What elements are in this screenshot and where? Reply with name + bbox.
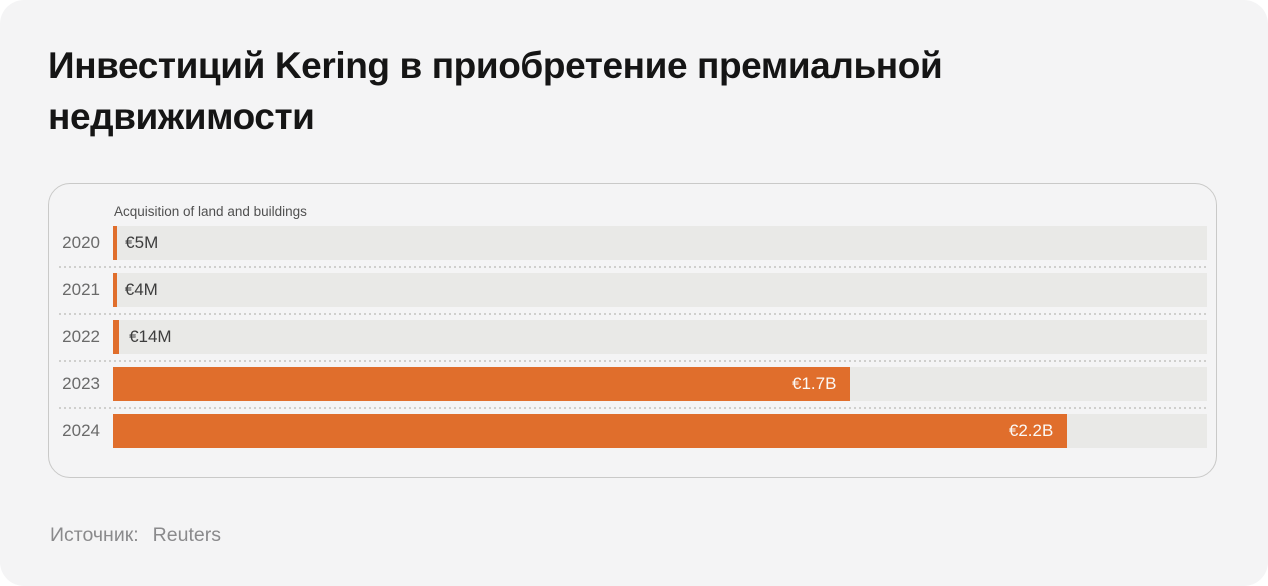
bar-chart: 2020 €5M 2021 €4M 2022 €14M 2023 €1.7B 2024 €2.2B (59, 226, 1207, 448)
bar-track: €14M (113, 320, 1207, 354)
chart-subtitle: Acquisition of land and buildings (114, 204, 307, 219)
source-label: Источник: (50, 524, 139, 546)
bar-track: €2.2B (113, 414, 1207, 448)
value-label: €1.7B (792, 374, 837, 393)
year-label: 2021 (62, 280, 100, 299)
chart-row-2022: 2022 €14M (59, 320, 1207, 354)
bar-track: €1.7B (113, 367, 1207, 401)
year-label: 2024 (62, 421, 100, 440)
year-label: 2023 (62, 374, 100, 393)
dotted-gridline (59, 265, 1207, 268)
chart-panel: Acquisition of land and buildings 2020 €5… (48, 183, 1217, 478)
value-label: €5M (125, 233, 159, 252)
chart-row-2020: 2020 €5M (59, 226, 1207, 260)
page-title: Инвестиций Kering в приобретение премиал… (48, 45, 943, 138)
value-label: €2.2B (1008, 421, 1054, 440)
value-label: €14M (129, 327, 172, 346)
dotted-gridline (59, 312, 1207, 315)
value-label: €4M (124, 280, 158, 299)
chart-row-2023: 2023 €1.7B (59, 367, 1207, 401)
bar-2022 (113, 320, 120, 354)
bar-track: €4M (113, 273, 1207, 307)
row-separator (59, 260, 1207, 273)
row-separator (59, 354, 1207, 367)
source-note: Источник: Reuters (50, 524, 221, 547)
row-separator (59, 307, 1207, 320)
year-label: 2022 (62, 327, 100, 346)
bar-2021 (113, 273, 117, 307)
bar-track: €5M (113, 226, 1207, 260)
chart-row-2024: 2024 €2.2B (59, 414, 1207, 448)
bar-2020 (113, 226, 117, 260)
source-value: Reuters (152, 524, 221, 546)
dotted-gridline (59, 359, 1207, 362)
dotted-gridline (59, 406, 1207, 409)
chart-row-2021: 2021 €4M (59, 273, 1207, 307)
bar-2024 (113, 414, 1068, 448)
row-separator (59, 401, 1207, 414)
year-label: 2020 (62, 233, 100, 252)
bar-2023 (113, 367, 851, 401)
